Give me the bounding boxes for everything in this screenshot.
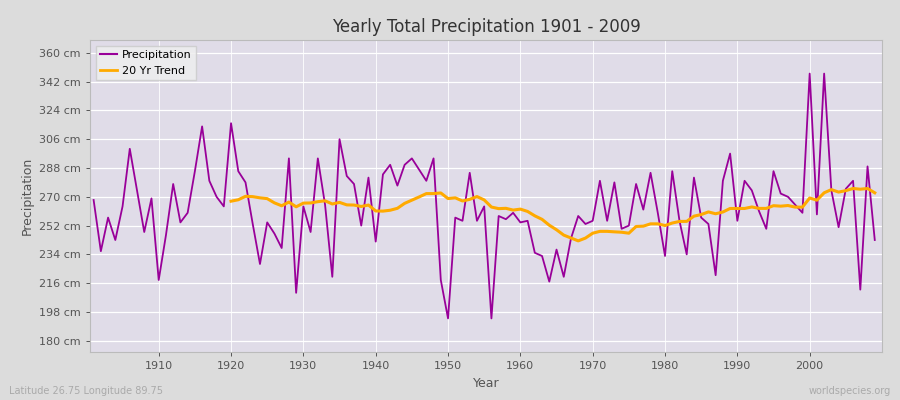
- X-axis label: Year: Year: [472, 376, 500, 390]
- Text: Latitude 26.75 Longitude 89.75: Latitude 26.75 Longitude 89.75: [9, 386, 163, 396]
- Title: Yearly Total Precipitation 1901 - 2009: Yearly Total Precipitation 1901 - 2009: [331, 18, 641, 36]
- Legend: Precipitation, 20 Yr Trend: Precipitation, 20 Yr Trend: [95, 46, 196, 80]
- Y-axis label: Precipitation: Precipitation: [21, 157, 33, 235]
- Text: worldspecies.org: worldspecies.org: [809, 386, 891, 396]
